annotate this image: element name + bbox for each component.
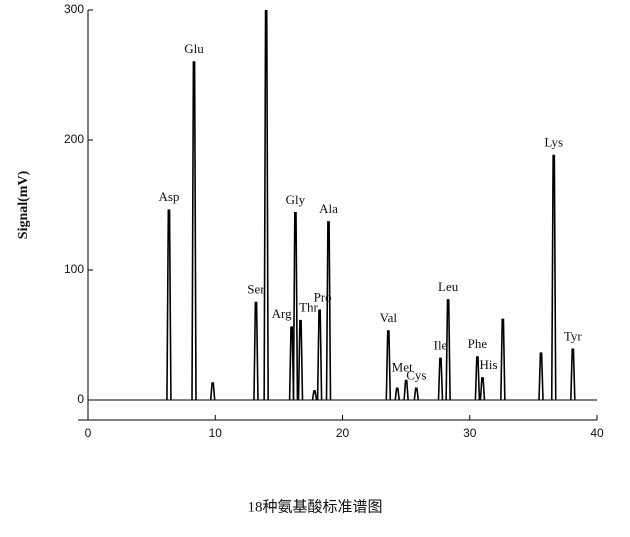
peak-label: Ile [434,337,448,352]
y-axis-title: Signal(mV) [16,170,31,239]
peak-label: Cys [406,367,426,382]
x-tick-label: 20 [336,426,350,440]
peak [292,212,299,401]
x-tick-label: 30 [463,426,477,440]
peak [209,382,216,401]
peak [437,357,444,401]
trace [88,10,597,401]
peak-label: His [479,357,497,372]
x-tick-label: 10 [209,426,223,440]
peak [253,301,259,401]
peak-label: Arg [272,306,292,321]
peak [297,319,304,401]
y-tick-label: 100 [64,262,84,276]
peak [474,356,481,401]
peak [445,299,451,401]
peak [550,154,557,401]
peak-label: Glu [184,41,204,56]
peak-label: Asp [158,189,179,204]
peak-label: Leu [438,279,459,294]
peak [311,390,318,401]
peak [385,330,392,401]
y-tick-label: 0 [77,392,84,406]
peak [413,387,420,401]
peak [538,352,544,401]
peak [191,61,197,401]
peak-label: Val [380,310,398,325]
peak [325,221,332,401]
peak [500,318,506,401]
x-tick-label: 40 [590,426,604,440]
peak [403,379,409,401]
y-tick-label: 300 [64,2,84,16]
peak [316,309,323,401]
x-tick-label: 0 [85,426,92,440]
peak-label: Met [392,359,413,374]
peak [166,209,172,401]
peak-label: Pro [314,289,332,304]
y-tick-label: 200 [64,132,84,146]
peak-label: Gly [286,192,306,207]
peak-label: Phe [468,336,488,351]
peak [570,348,576,401]
peak-label: Ala [319,201,338,216]
caption: 18种氨基酸标准谱图 [247,498,382,515]
peak [263,10,269,401]
peak [479,377,486,401]
peak-label: Tyr [564,328,583,343]
peak-label: Ser [247,281,265,296]
peak [394,387,401,401]
peak-label: Thr [299,300,318,315]
peak-label: Lys [544,135,563,150]
